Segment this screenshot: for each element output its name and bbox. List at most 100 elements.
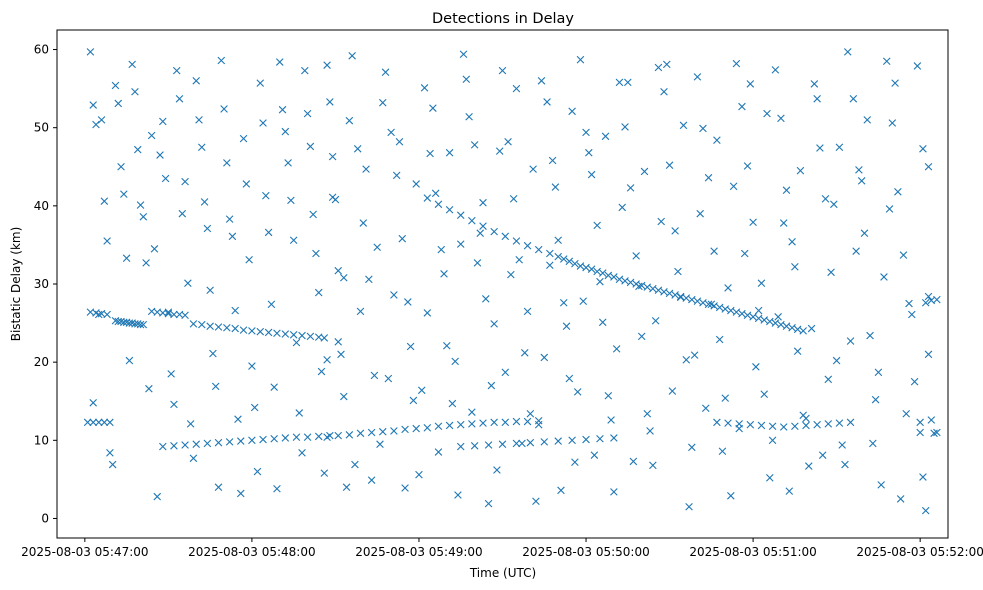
data-point — [738, 309, 746, 318]
data-point — [749, 218, 757, 227]
data-point — [565, 374, 574, 383]
data-point — [415, 470, 423, 479]
y-axis-ticks: 0 10 20 30 40 50 60 — [34, 43, 57, 525]
data-point — [582, 435, 590, 444]
data-point — [206, 286, 214, 295]
data-point — [682, 294, 691, 302]
data-point — [197, 143, 206, 152]
data-point — [328, 193, 337, 202]
data-point — [930, 429, 938, 438]
data-point — [523, 241, 532, 250]
data-point — [807, 324, 816, 333]
data-point — [122, 254, 131, 262]
data-point — [504, 137, 512, 146]
data-point — [456, 211, 465, 220]
data-point — [621, 277, 629, 285]
data-point — [445, 205, 454, 214]
y-tick-label: 10 — [34, 433, 49, 447]
data-point — [579, 297, 588, 305]
data-point — [412, 424, 420, 433]
data-point — [189, 454, 198, 463]
data-point — [273, 484, 281, 493]
data-point — [264, 228, 273, 237]
data-point — [362, 165, 370, 173]
data-point — [902, 409, 911, 418]
data-point — [777, 320, 785, 329]
data-point — [846, 337, 855, 345]
data-point — [799, 327, 808, 335]
data-point — [832, 356, 841, 365]
data-point — [470, 441, 479, 450]
data-point — [830, 200, 838, 209]
data-point — [150, 245, 159, 253]
data-point — [766, 317, 774, 326]
data-point — [615, 275, 624, 284]
data-point — [693, 297, 702, 305]
data-point — [604, 271, 613, 280]
data-point — [189, 320, 198, 328]
data-point — [877, 481, 885, 489]
data-point — [849, 94, 858, 103]
data-point — [760, 390, 769, 398]
data-point — [518, 439, 526, 448]
data-point — [108, 460, 117, 469]
data-point — [526, 409, 535, 418]
data-point — [632, 252, 640, 260]
data-point — [919, 473, 927, 481]
data-point — [236, 489, 245, 498]
data-point — [225, 438, 234, 446]
data-point — [133, 145, 142, 154]
data-point — [824, 375, 833, 384]
data-point — [345, 431, 354, 439]
data-point — [701, 404, 710, 413]
data-point — [749, 313, 757, 321]
data-point — [821, 195, 830, 203]
data-point — [774, 313, 782, 321]
data-point — [757, 421, 766, 430]
data-point — [916, 428, 924, 437]
data-point — [479, 198, 487, 207]
data-point — [245, 255, 253, 264]
y-tick-label: 30 — [34, 277, 49, 291]
data-point — [484, 441, 493, 449]
data-point — [139, 320, 148, 329]
data-point — [899, 251, 908, 259]
data-point — [924, 162, 933, 171]
data-point — [791, 263, 799, 271]
data-point — [534, 416, 543, 425]
data-point — [161, 174, 170, 183]
data-point — [793, 347, 802, 356]
data-point — [757, 279, 766, 288]
data-point — [181, 311, 189, 320]
data-point — [170, 441, 178, 450]
data-point — [693, 73, 702, 81]
data-point — [139, 212, 148, 221]
data-point — [443, 341, 451, 350]
data-point — [732, 59, 741, 68]
data-point — [660, 288, 668, 296]
data-point — [696, 209, 704, 218]
data-point — [89, 101, 97, 109]
data-point — [568, 107, 576, 116]
data-point — [565, 257, 574, 266]
data-point — [793, 325, 802, 334]
data-point — [392, 171, 401, 180]
data-point — [523, 307, 532, 316]
data-point — [905, 299, 913, 308]
data-point — [610, 488, 618, 496]
data-point — [476, 229, 485, 237]
data-point — [818, 451, 827, 459]
data-point — [92, 120, 100, 129]
data-point — [637, 281, 646, 290]
data-point — [434, 448, 443, 456]
data-point — [554, 252, 562, 261]
data-point — [835, 419, 844, 427]
data-point — [718, 447, 727, 456]
data-point — [200, 198, 209, 206]
data-point — [515, 255, 523, 264]
data-point — [679, 121, 688, 130]
data-point — [214, 323, 223, 331]
data-point — [167, 370, 175, 378]
data-point — [303, 433, 312, 441]
data-point — [490, 227, 498, 236]
